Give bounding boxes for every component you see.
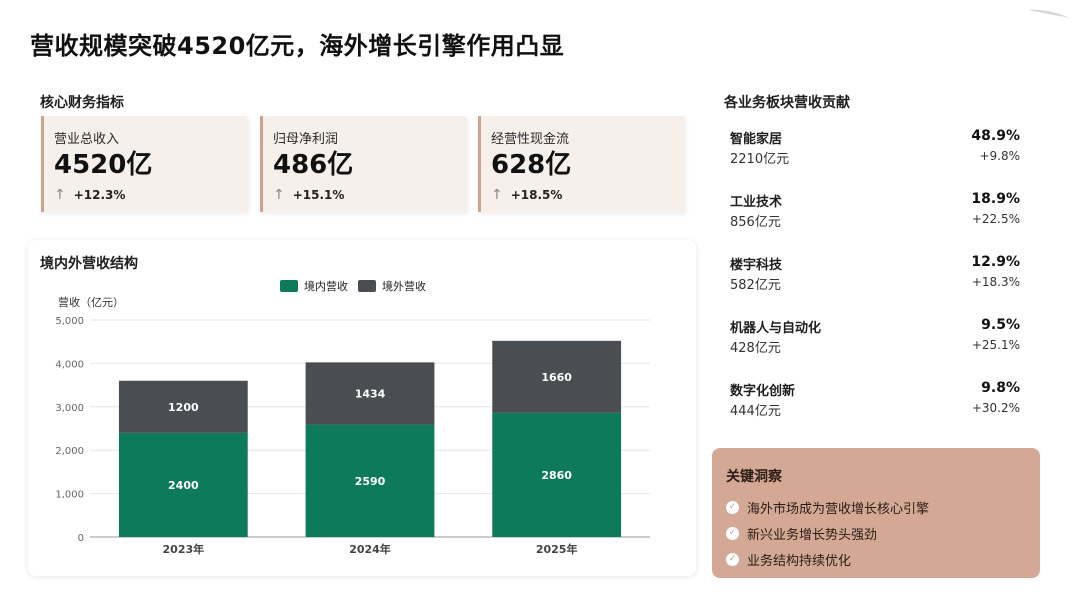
up-arrow-icon: ↑ <box>273 187 285 203</box>
kpi-change: ↑ +18.5% <box>491 187 684 203</box>
kpi-value: 628亿 <box>491 150 572 180</box>
kpi-change: ↑ +15.1% <box>273 187 466 203</box>
kpi-value: 4520亿 <box>54 150 153 180</box>
core-metrics-label: 核心财务指标 <box>40 95 124 111</box>
bar-overseas-2023年 <box>118 380 248 433</box>
revenue-structure-chart-card: 境内外营收结构 营收（亿元） 境内营收 境外营收 0 1,000 2,000 3,000 4,0… <box>28 240 696 576</box>
y-tick-label: 4,000 <box>55 359 84 370</box>
kpi-label: 经营性现金流 <box>491 132 570 147</box>
kpi-card-net-profit: 归母净利润 486亿 ↑ +15.1% <box>260 116 466 212</box>
kpi-change: ↑ +12.3% <box>54 187 247 203</box>
segment-name: 智能家居 <box>730 132 783 147</box>
insight-item: ✓ 海外市场成为营收增长核心引擎 <box>726 494 1040 520</box>
legend-swatch-overseas <box>358 280 376 292</box>
page-title: 营收规模突破4520亿元，海外增长引擎作用凸显 <box>30 32 565 60</box>
kpi-change-value: +12.3% <box>73 188 126 202</box>
segment-revenue: 428亿元 <box>730 341 781 356</box>
insight-item: ✓ 业务结构持续优化 <box>726 546 1040 572</box>
segment-name: 工业技术 <box>730 195 783 210</box>
decorative-brush-icon <box>1028 9 1070 18</box>
kpi-label: 营业总收入 <box>54 132 120 147</box>
y-tick-label: 3,000 <box>55 403 84 414</box>
kpi-value: 486亿 <box>273 150 354 180</box>
insight-text: 业务结构持续优化 <box>747 553 852 569</box>
bar-domestic-2024年 <box>305 424 435 537</box>
segment-share: 9.5% <box>981 317 1020 333</box>
segment-share: 48.9% <box>971 128 1020 144</box>
up-arrow-icon: ↑ <box>54 187 66 203</box>
bar-data-label: 1434 <box>355 387 386 400</box>
bar-data-label: 2590 <box>355 475 386 488</box>
kpi-change-value: +18.5% <box>510 188 563 202</box>
segment-name: 数字化创新 <box>730 384 796 399</box>
legend-label-overseas: 境外营收 <box>382 279 426 293</box>
x-tick-label: 2025年 <box>536 542 578 556</box>
bar-domestic-2023年 <box>118 432 248 537</box>
segment-revenue: 856亿元 <box>730 215 781 230</box>
x-tick-label: 2024年 <box>349 542 391 556</box>
check-icon: ✓ <box>726 526 739 540</box>
x-tick-label: 2023年 <box>163 542 205 556</box>
segment-growth: +9.8% <box>979 149 1020 163</box>
segment-share: 9.8% <box>981 380 1020 396</box>
segment-growth: +18.3% <box>971 275 1020 289</box>
check-icon: ✓ <box>726 500 739 514</box>
legend-label-domestic: 境内营收 <box>304 279 348 293</box>
segment-share: 12.9% <box>971 254 1020 270</box>
bar-overseas-2025年 <box>492 340 622 413</box>
y-axis-label: 营收（亿元） <box>58 295 124 309</box>
chart-title: 境内外营收结构 <box>40 255 138 272</box>
segment-revenue: 582亿元 <box>730 278 781 293</box>
segment-revenue: 444亿元 <box>730 404 781 419</box>
check-icon: ✓ <box>726 552 739 566</box>
key-insights-box: 关键洞察 ✓ 海外市场成为营收增长核心引擎 ✓ 新兴业务增长势头强劲 ✓ 业务结… <box>712 448 1040 578</box>
bar-overseas-2024年 <box>305 362 435 425</box>
legend-swatch-domestic <box>280 280 298 292</box>
bar-data-label: 2860 <box>541 469 572 482</box>
up-arrow-icon: ↑ <box>491 187 503 203</box>
y-tick-label: 5,000 <box>55 316 84 327</box>
y-tick-label: 1,000 <box>55 490 84 501</box>
segment-name: 机器人与自动化 <box>730 321 822 336</box>
segment-growth: +25.1% <box>971 338 1020 352</box>
y-tick-label: 0 <box>78 533 84 544</box>
bar-data-label: 2400 <box>168 479 199 492</box>
segments-label: 各业务板块营收贡献 <box>724 95 850 111</box>
bar-data-label: 1200 <box>168 401 199 414</box>
segment-growth: +22.5% <box>971 212 1020 226</box>
insight-text: 海外市场成为营收增长核心引擎 <box>747 501 930 517</box>
segment-growth: +30.2% <box>971 401 1020 415</box>
bar-domestic-2025年 <box>492 412 622 537</box>
segment-revenue: 2210亿元 <box>730 152 790 167</box>
insights-title: 关键洞察 <box>726 469 782 485</box>
kpi-change-value: +15.1% <box>292 188 345 202</box>
insight-item: ✓ 新兴业务增长势头强劲 <box>726 520 1040 546</box>
insight-text: 新兴业务增长势头强劲 <box>747 527 878 543</box>
segment-name: 楼宇科技 <box>730 258 783 273</box>
kpi-label: 归母净利润 <box>273 132 339 147</box>
y-tick-label: 2,000 <box>55 446 84 457</box>
kpi-card-revenue: 营业总收入 4520亿 ↑ +12.3% <box>41 116 247 212</box>
segment-share: 18.9% <box>971 191 1020 207</box>
kpi-card-cash-flow: 经营性现金流 628亿 ↑ +18.5% <box>478 116 684 212</box>
bar-data-label: 1660 <box>541 371 572 384</box>
